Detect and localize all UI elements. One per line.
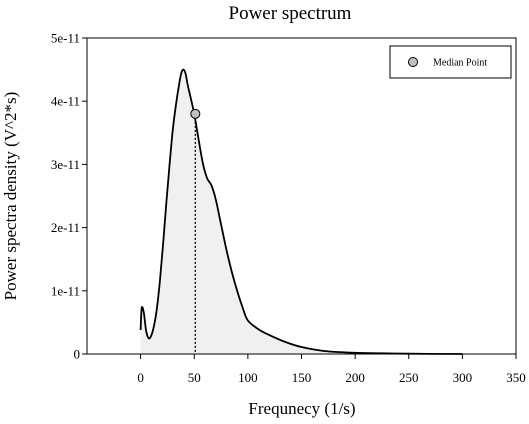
x-tick-label: 100 [238,370,258,385]
legend-label: Median Point [433,58,487,69]
y-tick-label: 0 [74,347,81,362]
x-tick-label: 0 [137,370,144,385]
plot-frame [86,37,517,355]
legend: Median Point [389,45,512,79]
x-tick-label: 250 [399,370,419,385]
legend-marker [408,57,418,67]
y-axis-label: Power spectra density (V^2*s) [1,92,20,301]
median-point-marker [190,108,201,119]
x-tick-label: 50 [188,370,201,385]
chart-title: Power spectrum [229,3,352,24]
x-tick-label: 300 [453,370,473,385]
x-tick-label: 350 [506,370,526,385]
y-tick-label: 5e-11 [51,31,80,46]
y-tick-label: 2e-11 [51,220,80,235]
x-tick-label: 200 [345,370,365,385]
spectrum-area [140,69,463,354]
x-tick-label: 150 [292,370,312,385]
x-axis-label: Frequnecy (1/s) [248,399,355,418]
y-tick-label: 4e-11 [51,94,80,109]
y-tick-label: 1e-11 [51,283,80,298]
y-tick-label: 3e-11 [51,157,80,172]
spectrum-line [139,68,463,355]
